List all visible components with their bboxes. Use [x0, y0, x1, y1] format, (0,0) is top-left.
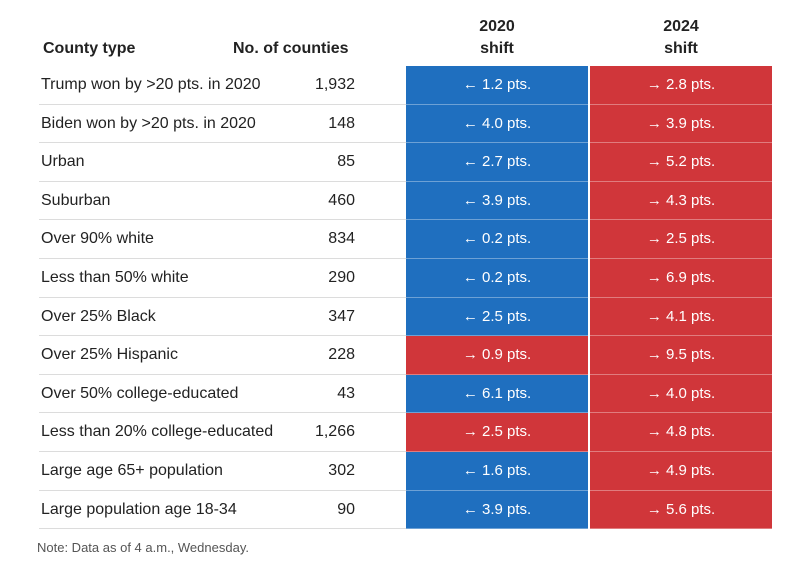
shift-2020-cell: ← 0.2 pts.: [406, 259, 588, 298]
row-divider: [39, 373, 406, 375]
county-count-cell: 90: [337, 500, 355, 518]
header-2024-shift: 2024 shift: [590, 16, 772, 60]
shift-2024-cell: → 4.9 pts.: [590, 452, 772, 491]
table-row: Over 25% Hispanic 228 → 0.9 pts. → 9.5 pts.: [0, 336, 800, 375]
county-count-cell: 460: [328, 191, 355, 209]
table-row: Biden won by >20 pts. in 2020 148 ← 4.0 pt…: [0, 104, 800, 144]
shift-2024-cell: → 9.5 pts.: [590, 336, 772, 375]
shift-2020-cell: ← 1.6 pts.: [406, 452, 588, 491]
county-count-cell: 85: [337, 153, 355, 171]
table-row: Trump won by >20 pts. in 2020 1,932 ← 1.2 …: [0, 66, 800, 105]
table-row: Over 90% white 834 ← 0.2 pts. → 2.5 pts.: [0, 220, 800, 259]
shift-2020-cell: ← 1.2 pts.: [406, 66, 588, 105]
shift-2024-cell: → 3.9 pts.: [590, 104, 772, 144]
row-divider: [39, 296, 406, 298]
table-row: Less than 50% white 290 ← 0.2 pts. → 6.9 pt…: [0, 259, 800, 298]
county-count-cell: 1,932: [314, 76, 355, 93]
county-count-cell: 347: [328, 307, 355, 325]
header-county-type: County type: [43, 40, 136, 57]
county-type-cell: Over 25% Hispanic: [41, 346, 178, 364]
county-type-cell: Less than 20% college-educated: [41, 423, 274, 441]
county-count-cell: 290: [328, 269, 355, 286]
shift-2020-cell: ← 6.1 pts.: [406, 374, 588, 414]
shift-2024-cell: → 2.5 pts.: [590, 220, 772, 259]
shift-2024-cell: → 4.0 pts.: [590, 374, 772, 414]
county-count-cell: 1,266: [314, 423, 355, 441]
county-type-cell: Large population age 18-34: [41, 500, 237, 518]
county-count-cell: 148: [328, 114, 355, 132]
shift-2020-cell: ← 2.5 pts.: [406, 297, 588, 337]
shift-2024-cell: → 4.3 pts.: [590, 181, 772, 221]
table-row: Less than 20% college-educated 1,266 → 2.5…: [0, 413, 800, 452]
header-2024-shift-word: shift: [664, 40, 698, 57]
shift-2020-cell: ← 4.0 pts.: [406, 104, 588, 144]
shift-2024-cell: → 6.9 pts.: [590, 259, 772, 298]
county-type-cell: Less than 50% white: [41, 269, 189, 286]
footnote: Note: Data as of 4 a.m., Wednesday.: [37, 540, 249, 555]
row-divider: [39, 528, 406, 530]
row-divider: [39, 219, 406, 221]
county-type-cell: Large age 65+ population: [41, 462, 223, 479]
shift-2020-cell: → 0.9 pts.: [406, 336, 588, 375]
county-count-cell: 834: [328, 230, 355, 248]
county-count-cell: 43: [337, 384, 355, 402]
row-divider: [39, 489, 406, 491]
county-type-cell: Over 50% college-educated: [41, 384, 239, 402]
county-type-cell: Over 25% Black: [41, 307, 156, 325]
shift-2020-cell: → 2.5 pts.: [406, 413, 588, 452]
county-type-cell: Trump won by >20 pts. in 2020: [41, 76, 261, 93]
table-row: Over 25% Black 347 ← 2.5 pts. → 4.1 pts.: [0, 297, 800, 337]
county-type-cell: Urban: [41, 153, 85, 171]
county-type-cell: Biden won by >20 pts. in 2020: [41, 114, 256, 132]
row-divider: [39, 103, 406, 105]
shift-2020-cell: ← 2.7 pts.: [406, 143, 588, 182]
shift-2020-cell: ← 0.2 pts.: [406, 220, 588, 259]
row-divider: [39, 180, 406, 182]
shift-2024-cell: → 5.6 pts.: [590, 490, 772, 530]
row-divider: [39, 450, 406, 452]
header-2020-shift: 2020 shift: [406, 16, 588, 60]
table-row: Suburban 460 ← 3.9 pts. → 4.3 pts.: [0, 181, 800, 221]
table-row: Urban 85 ← 2.7 pts. → 5.2 pts.: [0, 143, 800, 182]
county-count-cell: 302: [328, 462, 355, 479]
county-type-cell: Over 90% white: [41, 230, 154, 248]
row-divider: [39, 257, 406, 259]
shift-2024-cell: → 4.8 pts.: [590, 413, 772, 452]
table-row: Large age 65+ population 302 ← 1.6 pts. → 4…: [0, 452, 800, 491]
county-type-cell: Suburban: [41, 191, 111, 209]
header-2024-year: 2024: [663, 18, 699, 35]
county-count-cell: 228: [328, 346, 355, 364]
shift-2020-cell: ← 3.9 pts.: [406, 490, 588, 530]
header-2020-shift-word: shift: [480, 40, 514, 57]
row-divider: [39, 335, 406, 337]
header-2020-year: 2020: [479, 18, 515, 35]
shift-2024-cell: → 2.8 pts.: [590, 66, 772, 105]
row-divider: [39, 412, 406, 414]
header-number-of-counties: No. of counties: [233, 40, 349, 57]
shift-2024-cell: → 5.2 pts.: [590, 143, 772, 182]
table-row: Over 50% college-educated 43 ← 6.1 pts. → 4…: [0, 374, 800, 414]
shift-2020-cell: ← 3.9 pts.: [406, 181, 588, 221]
table-row: Large population age 18-34 90 ← 3.9 pts. → …: [0, 490, 800, 530]
row-divider: [39, 142, 406, 144]
shift-2024-cell: → 4.1 pts.: [590, 297, 772, 337]
